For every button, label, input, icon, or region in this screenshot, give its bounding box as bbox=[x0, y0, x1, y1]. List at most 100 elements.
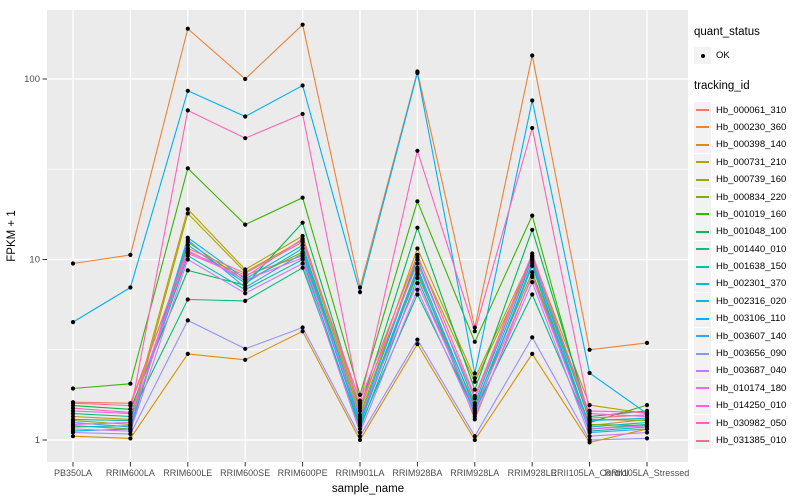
data-point[interactable] bbox=[128, 431, 133, 437]
data-point[interactable] bbox=[185, 108, 190, 113]
legend-item[interactable]: Hb_031385_010 bbox=[694, 432, 800, 449]
data-point[interactable] bbox=[530, 335, 535, 340]
data-point[interactable] bbox=[587, 416, 592, 421]
legend-item[interactable]: Hb_014250_010 bbox=[694, 397, 800, 415]
data-point[interactable] bbox=[243, 274, 248, 280]
data-point[interactable] bbox=[587, 403, 592, 408]
legend-item[interactable]: Hb_002316_020 bbox=[694, 292, 800, 310]
data-point[interactable] bbox=[185, 268, 190, 273]
data-point[interactable] bbox=[300, 255, 305, 260]
data-point[interactable] bbox=[530, 251, 535, 256]
data-point[interactable] bbox=[70, 401, 76, 406]
legend-item[interactable]: Hb_003607_140 bbox=[694, 327, 800, 345]
data-point[interactable] bbox=[472, 437, 477, 443]
legend-item[interactable]: Hb_003656_090 bbox=[694, 345, 800, 363]
legend-item[interactable]: Hb_003106_110 bbox=[694, 310, 800, 328]
data-point[interactable] bbox=[357, 422, 363, 427]
data-point[interactable] bbox=[300, 83, 305, 88]
data-point[interactable] bbox=[243, 291, 248, 296]
data-point[interactable] bbox=[128, 403, 133, 408]
data-point[interactable] bbox=[70, 414, 76, 419]
data-point[interactable] bbox=[415, 257, 420, 262]
data-point[interactable] bbox=[415, 342, 420, 347]
data-point[interactable] bbox=[185, 251, 190, 256]
data-point[interactable] bbox=[644, 426, 650, 432]
data-point[interactable] bbox=[128, 252, 133, 257]
data-point[interactable] bbox=[300, 243, 305, 248]
data-point[interactable] bbox=[300, 220, 305, 225]
data-point[interactable] bbox=[415, 148, 420, 153]
data-point[interactable] bbox=[644, 420, 650, 425]
data-point[interactable] bbox=[243, 277, 248, 283]
data-point[interactable] bbox=[300, 329, 305, 334]
data-point[interactable] bbox=[185, 88, 190, 93]
data-point[interactable] bbox=[530, 125, 535, 131]
data-point[interactable] bbox=[415, 281, 420, 286]
data-point[interactable] bbox=[415, 275, 420, 281]
data-point[interactable] bbox=[587, 347, 592, 352]
data-point[interactable] bbox=[300, 111, 305, 117]
data-point[interactable] bbox=[472, 407, 477, 412]
data-point[interactable] bbox=[185, 246, 190, 251]
legend-item[interactable]: Hb_001440_010 bbox=[694, 240, 800, 258]
data-point[interactable] bbox=[243, 76, 248, 82]
legend-item[interactable]: Hb_000398_140 bbox=[694, 136, 800, 154]
data-point[interactable] bbox=[357, 426, 363, 432]
data-point[interactable] bbox=[185, 297, 190, 302]
data-point[interactable] bbox=[587, 426, 592, 432]
data-point[interactable] bbox=[70, 386, 76, 391]
data-point[interactable] bbox=[243, 114, 248, 119]
legend-item[interactable]: Hb_001048_100 bbox=[694, 223, 800, 241]
data-point[interactable] bbox=[128, 407, 133, 412]
data-point[interactable] bbox=[185, 26, 190, 31]
data-point[interactable] bbox=[587, 370, 592, 376]
data-point[interactable] bbox=[530, 263, 535, 269]
data-point[interactable] bbox=[472, 434, 477, 439]
legend-item[interactable]: Hb_001638_150 bbox=[694, 258, 800, 276]
data-point[interactable] bbox=[644, 412, 650, 417]
data-point[interactable] bbox=[644, 340, 650, 345]
data-point[interactable] bbox=[530, 280, 535, 285]
data-point[interactable] bbox=[300, 22, 305, 27]
data-point[interactable] bbox=[530, 351, 535, 356]
data-point[interactable] bbox=[128, 285, 133, 290]
data-point[interactable] bbox=[357, 398, 363, 403]
data-point[interactable] bbox=[644, 436, 650, 441]
data-point[interactable] bbox=[415, 337, 420, 342]
data-point[interactable] bbox=[70, 434, 76, 439]
data-point[interactable] bbox=[128, 420, 133, 425]
data-point[interactable] bbox=[243, 346, 248, 351]
data-point[interactable] bbox=[243, 357, 248, 362]
data-point[interactable] bbox=[587, 437, 592, 443]
data-point[interactable] bbox=[472, 414, 477, 419]
data-point[interactable] bbox=[472, 339, 477, 344]
data-point[interactable] bbox=[472, 379, 477, 384]
data-point[interactable] bbox=[415, 252, 420, 257]
data-point[interactable] bbox=[128, 436, 133, 441]
data-point[interactable] bbox=[357, 437, 363, 443]
data-point[interactable] bbox=[300, 233, 305, 239]
data-point[interactable] bbox=[70, 261, 76, 266]
data-point[interactable] bbox=[644, 430, 650, 435]
data-point[interactable] bbox=[300, 265, 305, 270]
data-point[interactable] bbox=[472, 325, 477, 330]
data-point[interactable] bbox=[185, 166, 190, 171]
data-point[interactable] bbox=[243, 222, 248, 227]
data-point[interactable] bbox=[70, 426, 76, 432]
data-point[interactable] bbox=[415, 70, 420, 76]
data-point[interactable] bbox=[185, 238, 190, 243]
data-point[interactable] bbox=[357, 434, 363, 439]
data-point[interactable] bbox=[530, 292, 535, 297]
data-point[interactable] bbox=[644, 403, 650, 408]
data-point[interactable] bbox=[357, 285, 363, 290]
data-point[interactable] bbox=[70, 430, 76, 435]
data-point[interactable] bbox=[243, 285, 248, 290]
legend-item[interactable]: Hb_003687_040 bbox=[694, 362, 800, 380]
data-point[interactable] bbox=[70, 406, 76, 411]
data-point[interactable] bbox=[530, 274, 535, 280]
data-point[interactable] bbox=[415, 287, 420, 292]
legend-item[interactable]: Hb_000230_360 bbox=[694, 118, 800, 136]
data-point[interactable] bbox=[300, 246, 305, 251]
data-point[interactable] bbox=[185, 351, 190, 356]
data-point[interactable] bbox=[128, 381, 133, 386]
